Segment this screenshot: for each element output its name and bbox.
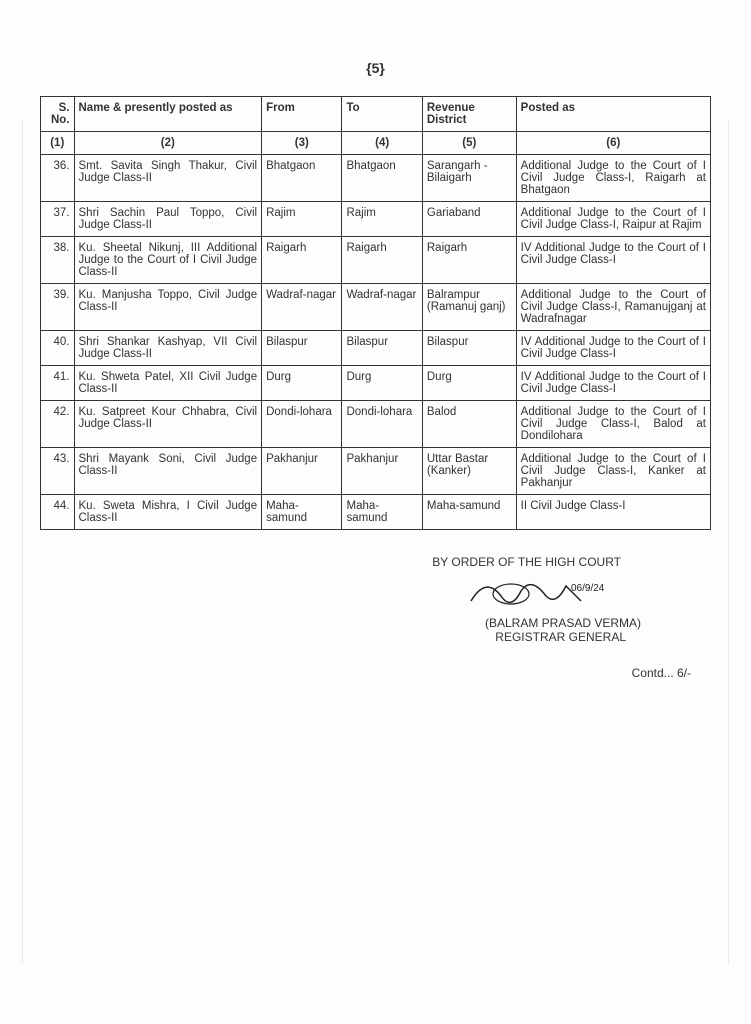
cell-to: Raigarh (342, 237, 422, 284)
signatory-title: REGISTRAR GENERAL (40, 630, 626, 644)
subheader-row: (1) (2) (3) (4) (5) (6) (41, 132, 711, 155)
cell-sno: 43. (41, 448, 75, 495)
footer-block: BY ORDER OF THE HIGH COURT 06/9/24 (BALR… (40, 555, 711, 644)
cell-posted: IV Additional Judge to the Court of I Ci… (516, 366, 710, 401)
cell-to: Dondi-lohara (342, 401, 422, 448)
cell-name: Ku. Manjusha Toppo, Civil Judge Class-II (74, 284, 262, 331)
cell-posted: Additional Judge to the Court of I Civil… (516, 155, 710, 202)
subheader-3: (3) (262, 132, 342, 155)
cell-from: Pakhanjur (262, 448, 342, 495)
cell-sno: 39. (41, 284, 75, 331)
cell-to: Pakhanjur (342, 448, 422, 495)
cell-from: Bilaspur (262, 331, 342, 366)
cell-to: Rajim (342, 202, 422, 237)
table-row: 38.Ku. Sheetal Nikunj, III Additional Ju… (41, 237, 711, 284)
cell-posted: IV Additional Judge to the Court of I Ci… (516, 331, 710, 366)
table-row: 43.Shri Mayank Soni, Civil Judge Class-I… (41, 448, 711, 495)
subheader-5: (5) (422, 132, 516, 155)
header-revenue: Revenue District (422, 97, 516, 132)
cell-from: Dondi-lohara (262, 401, 342, 448)
cell-posted: II Civil Judge Class-I (516, 495, 710, 530)
cell-to: Durg (342, 366, 422, 401)
page-border-right (728, 120, 729, 964)
cell-name: Shri Shankar Kashyap, VII Civil Judge Cl… (74, 331, 262, 366)
page-border-left (22, 120, 23, 964)
header-sno: S. No. (41, 97, 75, 132)
table-body: 36.Smt. Savita Singh Thakur, Civil Judge… (41, 155, 711, 530)
cell-from: Durg (262, 366, 342, 401)
signature-icon: 06/9/24 (451, 566, 621, 616)
cell-from: Bhatgaon (262, 155, 342, 202)
page-number: {5} (40, 60, 711, 76)
subheader-2: (2) (74, 132, 262, 155)
cell-sno: 42. (41, 401, 75, 448)
cell-posted: Additional Judge to the Court of I Civil… (516, 448, 710, 495)
cell-name: Shri Sachin Paul Toppo, Civil Judge Clas… (74, 202, 262, 237)
cell-to: Wadraf-nagar (342, 284, 422, 331)
cell-name: Ku. Satpreet Kour Chhabra, Civil Judge C… (74, 401, 262, 448)
cell-from: Maha-samund (262, 495, 342, 530)
cell-from: Raigarh (262, 237, 342, 284)
judges-table: S. No. Name & presently posted as From T… (40, 96, 711, 530)
cell-posted: Additional Judge to the Court of I Civil… (516, 202, 710, 237)
cell-revenue: Balod (422, 401, 516, 448)
header-to: To (342, 97, 422, 132)
header-posted: Posted as (516, 97, 710, 132)
cell-name: Smt. Savita Singh Thakur, Civil Judge Cl… (74, 155, 262, 202)
cell-to: Bhatgaon (342, 155, 422, 202)
cell-posted: Additional Judge to the Court of I Civil… (516, 401, 710, 448)
cell-name: Ku. Sheetal Nikunj, III Additional Judge… (74, 237, 262, 284)
subheader-4: (4) (342, 132, 422, 155)
cell-name: Ku. Shweta Patel, XII Civil Judge Class-… (74, 366, 262, 401)
cell-from: Rajim (262, 202, 342, 237)
table-row: 42.Ku. Satpreet Kour Chhabra, Civil Judg… (41, 401, 711, 448)
cell-revenue: Uttar Bastar (Kanker) (422, 448, 516, 495)
table-row: 36.Smt. Savita Singh Thakur, Civil Judge… (41, 155, 711, 202)
cell-revenue: Gariaband (422, 202, 516, 237)
cell-revenue: Balrampur (Ramanuj ganj) (422, 284, 516, 331)
cell-from: Wadraf-nagar (262, 284, 342, 331)
header-row: S. No. Name & presently posted as From T… (41, 97, 711, 132)
cell-sno: 41. (41, 366, 75, 401)
cell-revenue: Bilaspur (422, 331, 516, 366)
cell-sno: 40. (41, 331, 75, 366)
signatory-name: (BALRAM PRASAD VERMA) (40, 616, 641, 630)
table-row: 44.Ku. Sweta Mishra, I Civil Judge Class… (41, 495, 711, 530)
contd-line: Contd... 6/- (40, 666, 711, 680)
date-scribble: 06/9/24 (571, 583, 605, 594)
subheader-6: (6) (516, 132, 710, 155)
cell-name: Shri Mayank Soni, Civil Judge Class-II (74, 448, 262, 495)
subheader-1: (1) (41, 132, 75, 155)
header-from: From (262, 97, 342, 132)
cell-sno: 38. (41, 237, 75, 284)
cell-sno: 44. (41, 495, 75, 530)
cell-revenue: Sarangarh -Bilaigarh (422, 155, 516, 202)
cell-to: Bilaspur (342, 331, 422, 366)
table-row: 39.Ku. Manjusha Toppo, Civil Judge Class… (41, 284, 711, 331)
table-row: 40.Shri Shankar Kashyap, VII Civil Judge… (41, 331, 711, 366)
cell-revenue: Maha-samund (422, 495, 516, 530)
cell-to: Maha-samund (342, 495, 422, 530)
header-name: Name & presently posted as (74, 97, 262, 132)
cell-revenue: Durg (422, 366, 516, 401)
cell-sno: 36. (41, 155, 75, 202)
signature-area: 06/9/24 (40, 571, 621, 616)
table-row: 41.Ku. Shweta Patel, XII Civil Judge Cla… (41, 366, 711, 401)
cell-posted: Additional Judge to the Court of Civil J… (516, 284, 710, 331)
cell-revenue: Raigarh (422, 237, 516, 284)
cell-name: Ku. Sweta Mishra, I Civil Judge Class-II (74, 495, 262, 530)
cell-sno: 37. (41, 202, 75, 237)
cell-posted: IV Additional Judge to the Court of I Ci… (516, 237, 710, 284)
table-row: 37.Shri Sachin Paul Toppo, Civil Judge C… (41, 202, 711, 237)
